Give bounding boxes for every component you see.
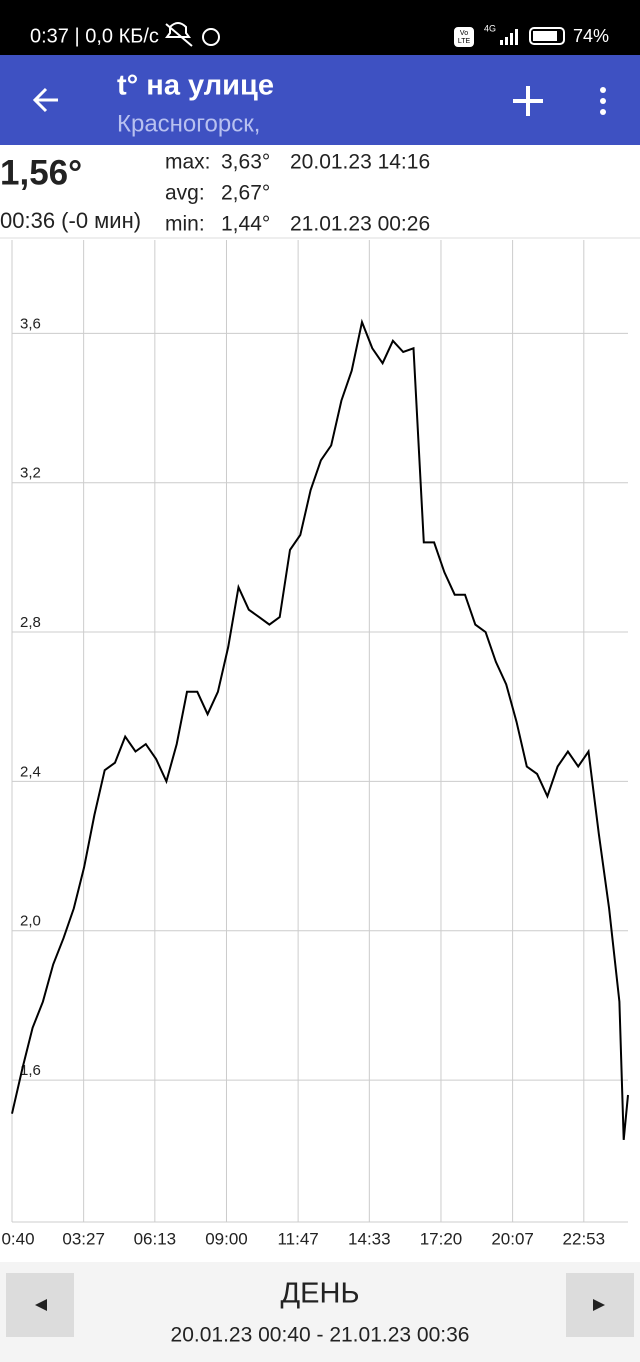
app-bar [0, 55, 640, 145]
stat-label: min: [165, 213, 205, 236]
current-value: 1,56° [0, 153, 82, 192]
next-icon [593, 1299, 605, 1311]
app-subtitle: Красногорск, [117, 110, 260, 137]
y-tick-label: 2,0 [20, 913, 41, 930]
back-button[interactable] [32, 87, 58, 113]
stat-time: 21.01.23 00:26 [290, 213, 430, 236]
x-tick-label: 06:13 [134, 1229, 177, 1248]
x-tick-label: 11:47 [277, 1229, 318, 1248]
bottom-bar [0, 1262, 640, 1362]
menu-button[interactable] [600, 87, 606, 115]
x-tick-label: 22:53 [563, 1229, 606, 1248]
x-tick-label: 20:07 [491, 1229, 534, 1248]
x-tick-label: 0:40 [1, 1229, 34, 1248]
stat-label: avg: [165, 182, 205, 205]
network-text: 4G [484, 23, 496, 33]
stat-label: max: [165, 151, 211, 174]
status-text: 0:37 | 0,0 КБ/с [30, 25, 159, 47]
stat-time: 20.01.23 14:16 [290, 151, 430, 174]
prev-icon [35, 1299, 47, 1311]
alarm-icon [202, 28, 220, 46]
x-tick-label: 09:00 [205, 1229, 248, 1248]
add-button[interactable] [513, 86, 543, 116]
y-tick-label: 1,6 [20, 1062, 41, 1079]
y-tick-label: 2,4 [20, 763, 41, 780]
bell-off-icon [165, 22, 193, 47]
volte-icon [454, 27, 474, 47]
stat-value: 3,63° [221, 151, 270, 174]
current-time: 00:36 (-0 мин) [0, 208, 141, 233]
period-label: ДЕНЬ [281, 1278, 360, 1310]
x-tick-label: 14:33 [348, 1229, 391, 1248]
battery-level [533, 31, 557, 41]
x-tick-label: 17:20 [420, 1229, 463, 1248]
volte-text: Vo [460, 30, 468, 37]
y-tick-label: 2,8 [20, 614, 41, 631]
status-icons [165, 22, 565, 47]
battery-icon [529, 27, 565, 45]
stats: max: 3,63° 20.01.23 14:16 avg: 2,67° min: 1,44… [165, 151, 430, 236]
app-title: t° на улице [117, 70, 274, 102]
chart: 1,6 2,0 2,4 2,8 3,2 3,6 0:40 03:27 06:13 09:00 11:… [1, 240, 629, 1248]
stat-value: 2,67° [221, 182, 270, 205]
battery-text: 74% [573, 26, 609, 46]
signal-icon [500, 29, 518, 45]
volte-text: LTE [458, 38, 471, 45]
y-tick-label: 3,2 [20, 465, 41, 482]
stat-value: 1,44° [221, 213, 270, 236]
temperature-line [11, 318, 629, 1140]
y-tick-label: 3,6 [20, 315, 41, 332]
x-tick-label: 03:27 [62, 1229, 105, 1248]
range-label: 20.01.23 00:40 - 21.01.23 00:36 [171, 1324, 470, 1347]
